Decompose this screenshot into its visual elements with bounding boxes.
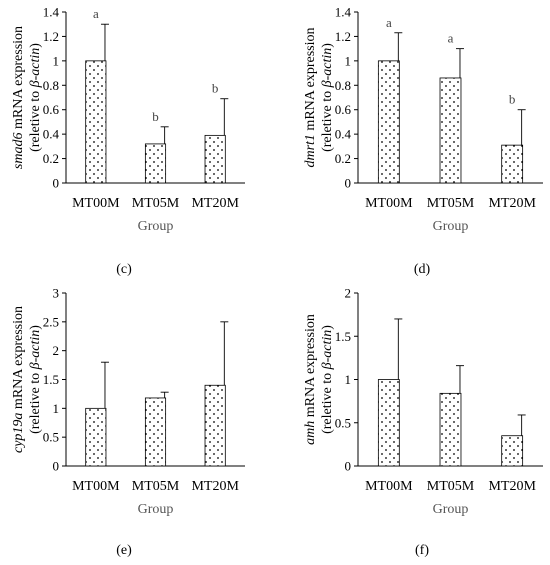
y-tick-label: 1: [345, 372, 352, 387]
panel-label: (d): [414, 262, 431, 277]
chart-panel-2: 0 0.2 0.4 0.6 0.8 1 1.2 1.4 a MT00M a MT05M b MT20M Gr…: [303, 5, 543, 277]
x-axis-label: Group: [138, 219, 174, 234]
x-tick-label: MT05M: [427, 479, 475, 494]
significance-letter: a: [386, 15, 392, 30]
x-tick-label: MT20M: [488, 196, 536, 211]
y-tick-label: 1: [53, 401, 60, 416]
x-tick-label: MT00M: [365, 196, 413, 211]
x-tick-label: MT05M: [132, 479, 180, 494]
chart-panel-3: 0 0.5 1 1.5 2 2.5 3 MT00M MT05M MT20M Group cyp19a …: [11, 286, 245, 558]
panel-label: (e): [116, 543, 132, 558]
y-axis-sublabel: (reletive to β-actin): [28, 43, 43, 152]
y-tick-label: 2: [53, 343, 60, 358]
bar-MT20M: [204, 384, 226, 467]
x-axis-label: Group: [433, 502, 469, 517]
y-axis-sublabel: (reletive to β-actin): [28, 325, 43, 434]
y-axis-label-gene: amh: [303, 421, 318, 445]
bar-MT20M: [204, 134, 226, 184]
y-axis-label: smad6 mRNA expression: [11, 26, 26, 169]
bar-MT00M: [377, 60, 400, 184]
y-tick-label: 1: [345, 53, 352, 68]
y-tick-label: 0: [53, 459, 60, 474]
y-tick-label: 0.2: [335, 151, 351, 166]
significance-letter: b: [152, 109, 159, 124]
y-axis-sublabel-post: ): [320, 43, 335, 48]
y-tick-label: 0: [345, 459, 352, 474]
x-tick-label: MT20M: [488, 479, 536, 494]
y-axis-label-main: mRNA expression: [11, 26, 26, 133]
y-axis-sublabel-post: ): [28, 325, 43, 330]
x-axis-label: Group: [138, 502, 174, 517]
bar-MT05M: [439, 392, 462, 467]
x-tick-label: MT00M: [72, 479, 120, 494]
x-axis-label: Group: [433, 219, 469, 234]
y-axis-sublabel: (reletive to β-actin): [320, 43, 335, 152]
y-axis-sublabel-post: ): [320, 325, 335, 330]
bar-MT20M: [501, 435, 524, 467]
y-axis-sublabel-gene: β-actin: [320, 330, 335, 371]
significance-letter: a: [93, 6, 99, 21]
panel-label: (f): [415, 543, 429, 558]
x-tick-label: MT05M: [132, 196, 180, 211]
bar-MT05M: [144, 143, 167, 184]
x-tick-label: MT05M: [427, 196, 475, 211]
y-axis-sublabel-gene: β-actin: [28, 330, 43, 371]
y-axis-label: cyp19a mRNA expression: [11, 306, 26, 453]
y-tick-label: 3: [53, 286, 60, 301]
y-axis-label: dmrt1 mRNA expression: [303, 27, 318, 167]
y-axis-sublabel-post: ): [28, 43, 43, 48]
y-axis-label-gene: dmrt1: [303, 134, 318, 167]
bar-MT00M: [377, 379, 400, 467]
y-tick-label: 0.8: [335, 78, 351, 93]
y-axis-label: amh mRNA expression: [303, 314, 318, 445]
y-tick-label: 1.2: [335, 29, 351, 44]
x-tick-label: MT20M: [191, 196, 239, 211]
chart-panel-1: 0 0.2 0.4 0.6 0.8 1 1.2 1.4 a MT00M b MT05M b MT20M Gr…: [11, 5, 245, 277]
y-tick-label: 1.5: [43, 372, 59, 387]
y-tick-label: 1: [53, 53, 60, 68]
y-tick-label: 1.4: [335, 5, 352, 20]
y-axis-label-gene: smad6: [11, 133, 26, 170]
significance-letter: a: [448, 31, 454, 46]
x-tick-label: MT00M: [72, 196, 120, 211]
chart-panel-4: 0 0.5 1 1.5 2 MT00M MT05M MT20M Group amh mRNA ex…: [303, 286, 543, 558]
bar-MT05M: [439, 77, 462, 184]
y-axis-sublabel-pre: (reletive to: [28, 369, 43, 434]
y-tick-label: 0.6: [335, 102, 352, 117]
y-tick-label: 1.2: [43, 29, 59, 44]
y-tick-label: 0.4: [335, 127, 352, 142]
y-tick-label: 0.8: [43, 78, 59, 93]
y-tick-label: 0: [345, 176, 352, 191]
y-axis-sublabel-pre: (reletive to: [320, 87, 335, 152]
y-axis-label-main: mRNA expression: [303, 314, 318, 421]
bar-MT00M: [85, 407, 107, 467]
y-tick-label: 0.5: [43, 430, 59, 445]
bar-MT05M: [144, 397, 167, 467]
significance-letter: b: [509, 92, 516, 107]
x-tick-label: MT00M: [365, 479, 413, 494]
y-axis-sublabel-gene: β-actin: [28, 48, 43, 89]
y-tick-label: 0.4: [43, 127, 60, 142]
y-tick-label: 0.6: [43, 102, 60, 117]
y-axis-label-main: mRNA expression: [303, 27, 318, 134]
y-axis-sublabel-gene: β-actin: [320, 48, 335, 89]
y-tick-label: 2: [345, 286, 352, 301]
y-tick-label: 0.2: [43, 151, 59, 166]
y-tick-label: 1.4: [43, 5, 60, 20]
bar-MT20M: [501, 144, 524, 184]
y-axis-label-gene: cyp19a: [11, 413, 26, 453]
y-axis-sublabel-pre: (reletive to: [28, 87, 43, 152]
y-tick-label: 1.5: [335, 329, 351, 344]
significance-letter: b: [212, 81, 219, 96]
y-axis-label-main: mRNA expression: [11, 306, 26, 413]
y-axis-sublabel-pre: (reletive to: [320, 369, 335, 434]
y-axis-sublabel: (reletive to β-actin): [320, 325, 335, 434]
x-tick-label: MT20M: [191, 479, 239, 494]
y-tick-label: 2.5: [43, 314, 59, 329]
panel-label: (c): [116, 262, 132, 277]
bar-MT00M: [85, 60, 107, 184]
y-tick-label: 0: [53, 176, 60, 191]
y-tick-label: 0.5: [335, 415, 351, 430]
